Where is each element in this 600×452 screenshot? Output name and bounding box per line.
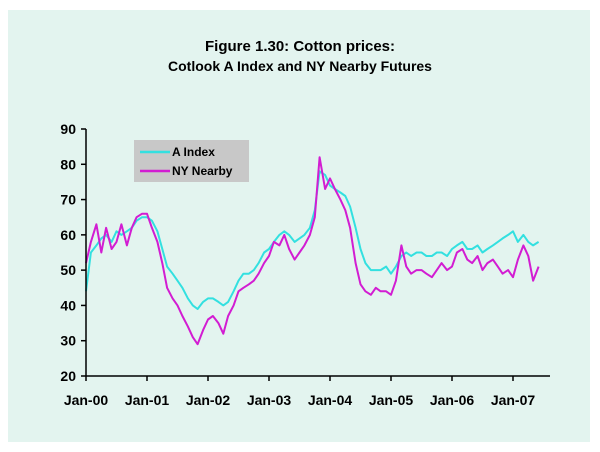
axis-layer: 20 30 40 50 60 70 80 90 Jan-00 Jan-01 Jan-02 Jan-03… <box>60 121 550 408</box>
y-tick-label: 30 <box>60 333 76 349</box>
x-tick-label: Jan-04 <box>308 392 353 408</box>
chart-title: Figure 1.30: Cotton prices: <box>204 38 396 55</box>
y-tick-label: 80 <box>60 156 76 172</box>
series-line-ny-nearby <box>85 156 540 346</box>
y-tick-label: 70 <box>60 192 76 208</box>
y-tick-label: 60 <box>60 227 76 243</box>
y-tick-label: 40 <box>60 297 76 313</box>
y-tick-label: 20 <box>60 368 76 384</box>
x-tick-label: Jan-05 <box>369 392 414 408</box>
legend: A Index NY Nearby <box>134 140 249 182</box>
series-line-a-index <box>85 170 540 310</box>
x-tick-label: Jan-06 <box>430 392 475 408</box>
x-tick-label: Jan-03 <box>247 392 292 408</box>
x-tick-label: Jan-00 <box>64 392 109 408</box>
x-tick-label: Jan-02 <box>186 392 231 408</box>
legend-box <box>134 140 249 182</box>
y-tick-label: 50 <box>60 262 76 278</box>
x-tick-label: Jan-07 <box>491 392 536 408</box>
x-tick-label: Jan-01 <box>125 392 170 408</box>
series-layer <box>85 156 540 346</box>
y-tick-label: 90 <box>60 121 76 137</box>
legend-label: NY Nearby <box>172 164 233 178</box>
chart-panel <box>8 10 590 442</box>
chart-subtitle: Cotlook A Index and NY Nearby Futures <box>168 58 432 74</box>
legend-label: A Index <box>172 145 215 159</box>
